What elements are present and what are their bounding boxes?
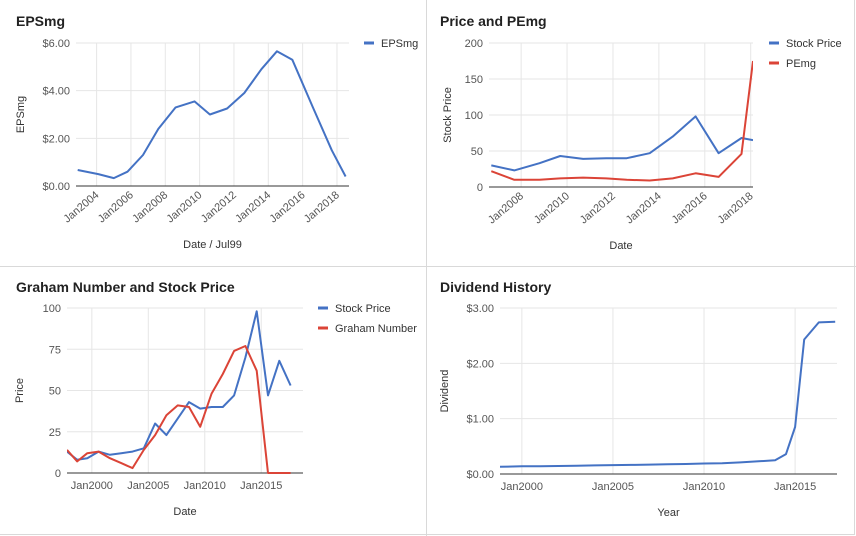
y-tick-label: $1.00	[466, 414, 494, 426]
graham-number-chart-panel: Graham Number and Stock Price 0 25 50 75 100 J…	[0, 267, 426, 536]
x-tick-label: Jan2012	[578, 190, 618, 226]
y-tick-label: 50	[471, 146, 483, 158]
x-axis-label: Date / Jul99	[183, 239, 242, 251]
y-tick-label: 200	[465, 38, 483, 50]
y-tick-label: $2.00	[42, 133, 70, 145]
legend-label: Graham Number	[335, 323, 417, 335]
x-axis-label: Year	[657, 507, 680, 519]
chart-title: EPSmg	[16, 13, 65, 29]
legend-label: EPSmg	[381, 38, 418, 50]
x-tick-label: Jan2006	[96, 189, 136, 225]
y-tick-label: $0.00	[466, 469, 494, 481]
chart-title: Graham Number and Stock Price	[16, 279, 235, 295]
chart-svg: Dividend History $0.00 $1.00 $2.00 $3.00 Jan2…	[439, 279, 837, 519]
x-tick-label: Jan2005	[592, 481, 634, 493]
x-tick-label: Jan2018	[716, 190, 756, 226]
x-tick-label: Jan2000	[71, 480, 113, 492]
y-axis-label: EPSmg	[15, 96, 27, 133]
chart-svg: EPSmg$0.00$2.00$4.00$6.00Jan2004Jan2006J…	[15, 13, 418, 251]
x-tick-label: Jan2010	[683, 481, 725, 493]
x-tick-label: Jan2015	[240, 480, 282, 492]
pemg-series-line	[490, 60, 753, 182]
y-tick-label: 0	[55, 468, 61, 480]
price-pemg-chart-panel: Price and PEmg 0 50 100 150 200 Jan2008 Jan2010…	[427, 0, 856, 266]
data-series-line	[500, 320, 836, 468]
y-tick-label: $4.00	[42, 86, 70, 98]
y-axis-label: Stock Price	[442, 87, 454, 143]
panel-divider-horizontal	[0, 266, 856, 267]
chart-title: Price and PEmg	[440, 13, 547, 29]
chart-svg: Price and PEmg 0 50 100 150 200 Jan2008 Jan2010…	[440, 13, 842, 252]
x-tick-label: Jan2014	[233, 189, 273, 225]
x-tick-label: Jan2000	[501, 481, 543, 493]
legend-label: PEmg	[786, 58, 816, 70]
x-tick-label: Jan2010	[532, 190, 572, 226]
dividend-history-chart-panel: Dividend History $0.00 $1.00 $2.00 $3.00 Jan2…	[427, 267, 856, 536]
x-tick-label: Jan2004	[61, 189, 101, 225]
y-axis-label: Price	[14, 378, 26, 403]
x-tick-label: Jan2010	[164, 189, 204, 225]
x-axis-label: Date	[173, 506, 196, 518]
y-axis-label: Dividend	[439, 370, 451, 413]
y-tick-label: 75	[49, 344, 61, 356]
y-tick-label: $0.00	[42, 181, 70, 193]
legend-label: Stock Price	[335, 303, 391, 315]
x-tick-label: Jan2005	[127, 480, 169, 492]
x-tick-label: Jan2014	[624, 190, 664, 226]
panel-divider-vertical	[426, 0, 427, 536]
epsmg-series-line	[77, 50, 347, 180]
x-tick-label: Jan2012	[199, 189, 239, 225]
x-tick-label: Jan2016	[670, 190, 710, 226]
chart-title: Dividend History	[440, 279, 551, 295]
y-tick-label: 0	[477, 182, 483, 194]
stock-price-series-line	[67, 310, 292, 461]
epsmg-chart-panel: EPSmg $0.00 $2.00 $4.00 $6.00 Jan2004 Jan2006 J…	[0, 0, 426, 266]
x-tick-label: Jan2018	[302, 189, 342, 225]
y-tick-label: $2.00	[466, 358, 494, 370]
x-tick-label: Jan2008	[486, 190, 526, 226]
x-tick-label: Jan2010	[184, 480, 226, 492]
x-tick-label: Jan2008	[130, 189, 170, 225]
chart-svg: Graham Number and Stock Price 0 25 50 75 100 J…	[14, 279, 417, 518]
stock-price-series-line	[491, 115, 753, 172]
y-tick-label: 100	[465, 110, 483, 122]
y-tick-label: 25	[49, 427, 61, 439]
y-tick-label: 100	[43, 303, 61, 315]
x-axis-label: Date	[609, 240, 632, 252]
graham-number-series-line	[67, 345, 291, 474]
y-tick-label: 150	[465, 74, 483, 86]
y-tick-label: $6.00	[42, 38, 70, 50]
x-tick-label: Jan2016	[268, 189, 308, 225]
y-tick-label: $3.00	[466, 303, 494, 315]
x-tick-label: Jan2015	[774, 481, 816, 493]
y-tick-label: 50	[49, 386, 61, 398]
legend-label: Stock Price	[786, 38, 842, 50]
